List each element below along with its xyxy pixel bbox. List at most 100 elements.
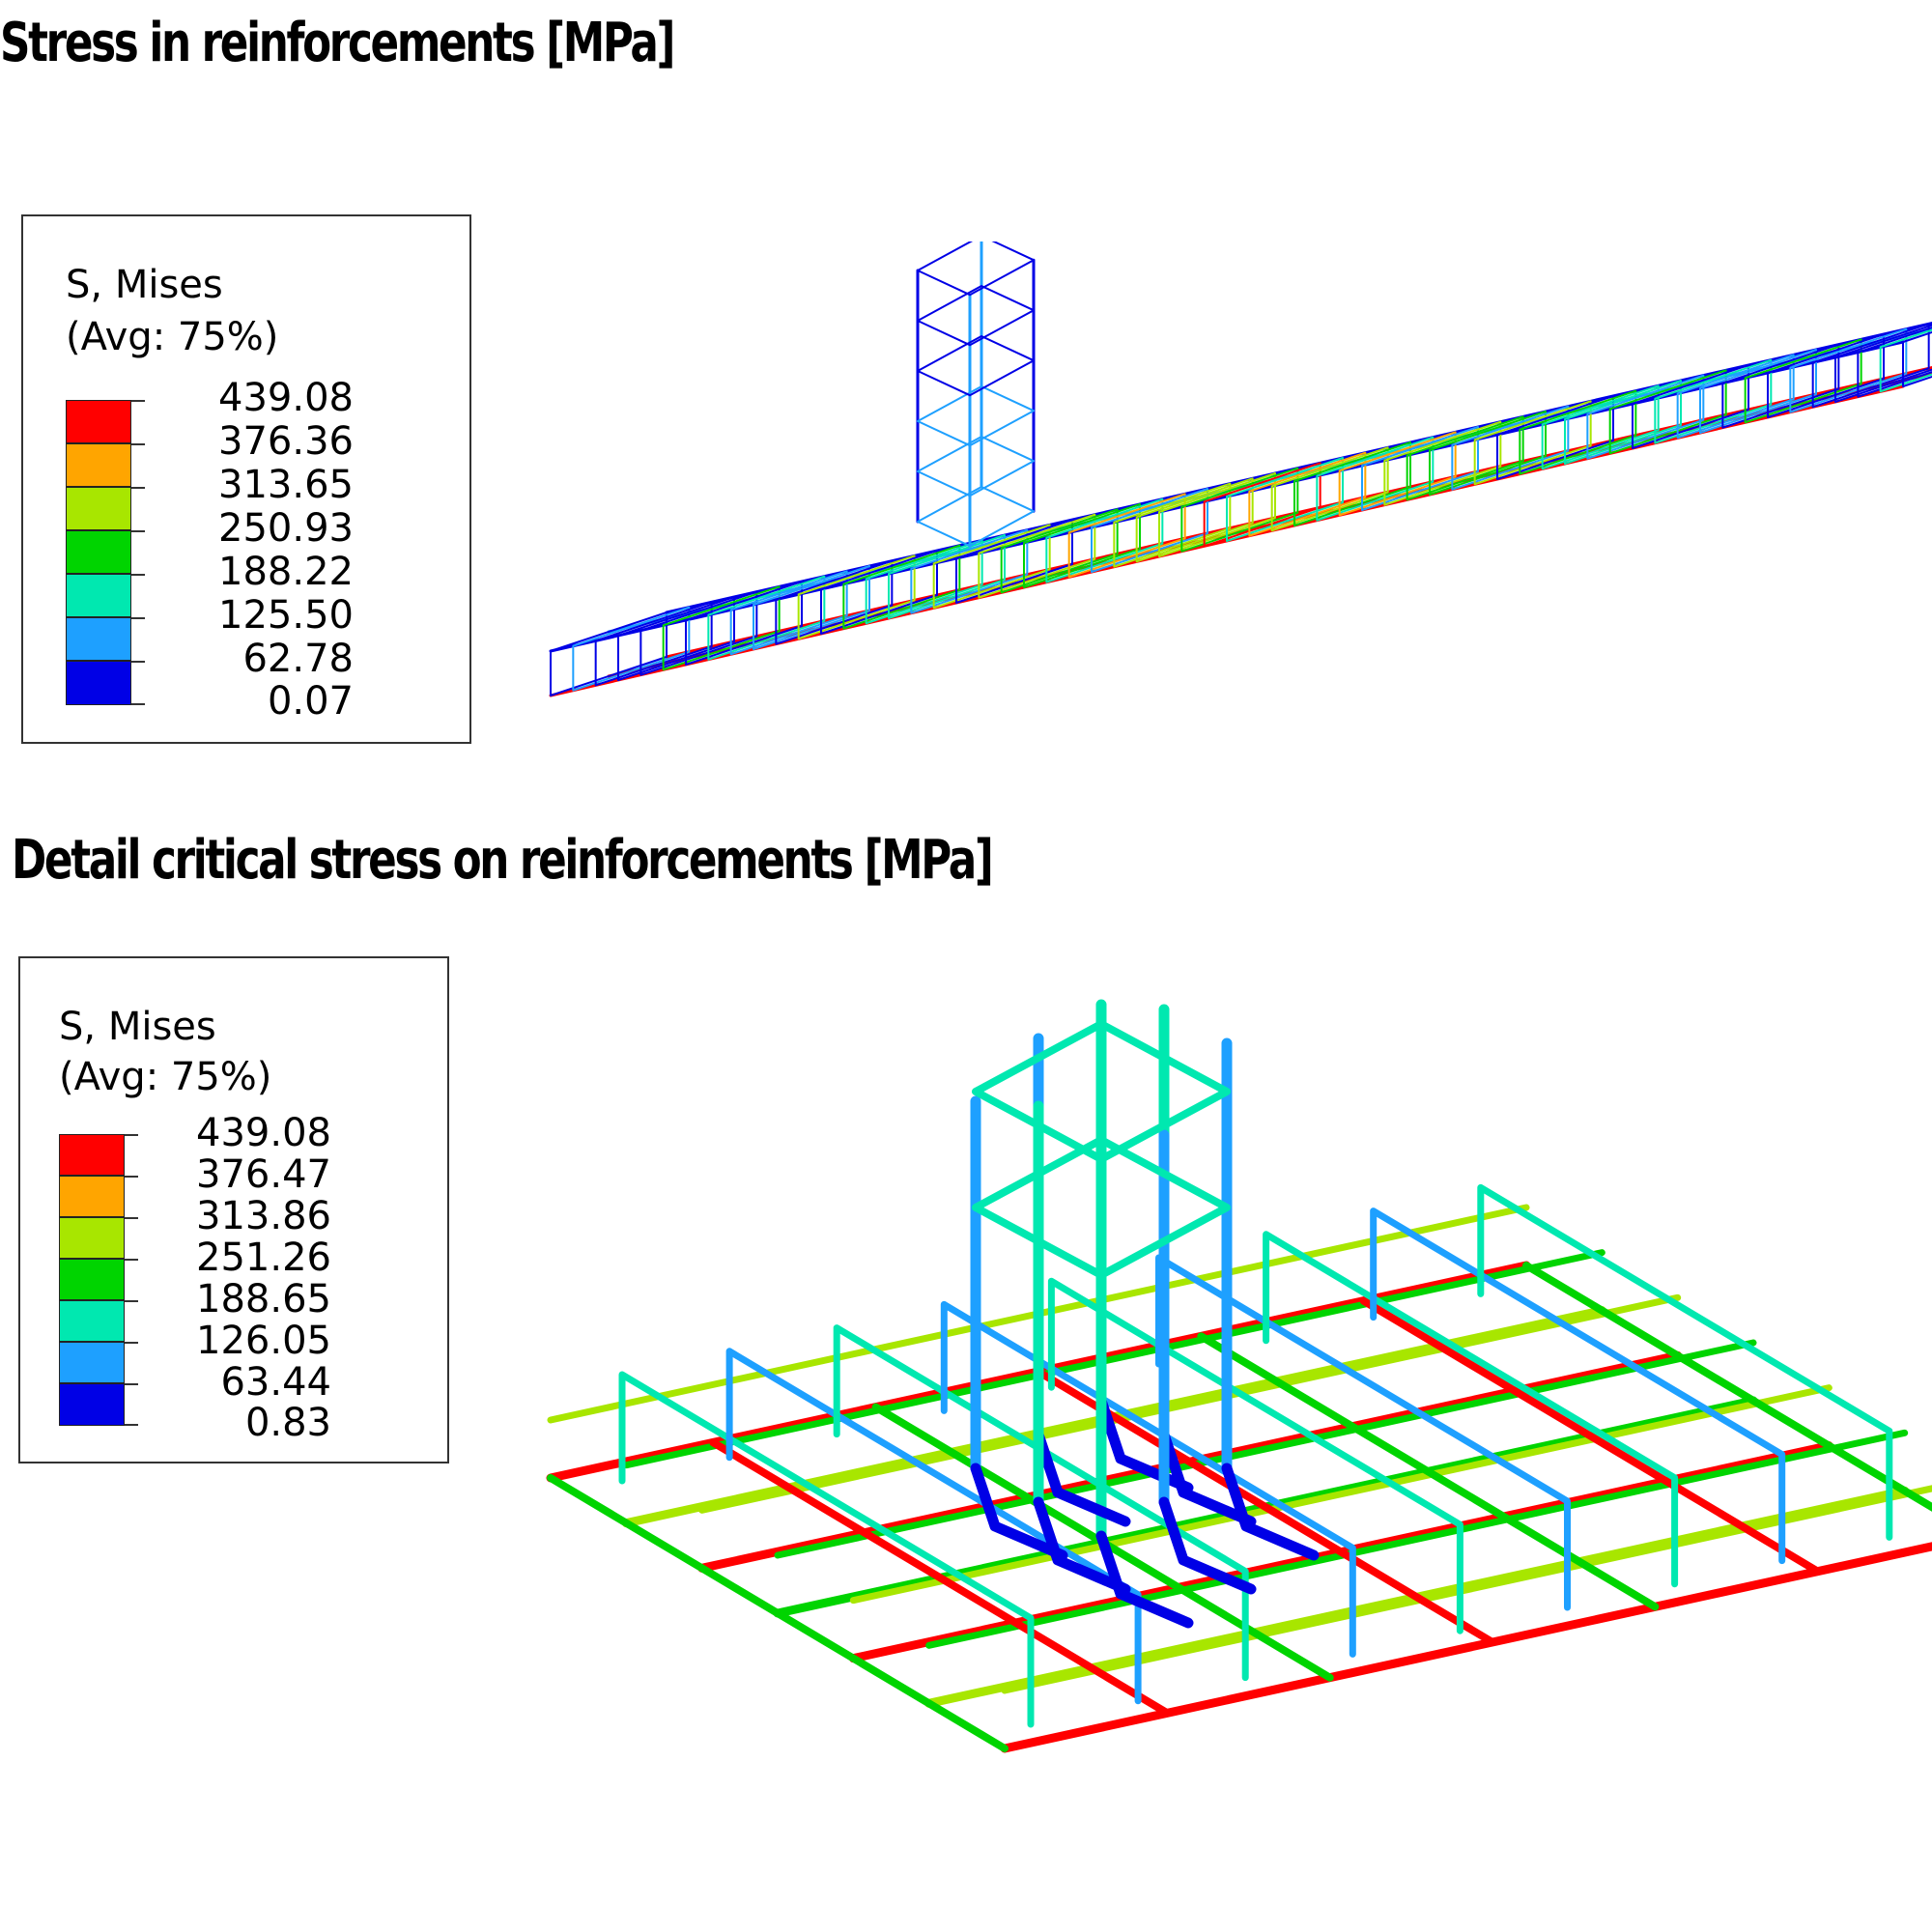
legend-averging: (Avg: 75%) — [59, 1055, 272, 1099]
stirrup — [1834, 324, 1932, 403]
stirrup — [1699, 349, 1817, 434]
stirrup — [1293, 441, 1411, 526]
stirrup — [1113, 482, 1232, 568]
stirrup — [729, 570, 848, 656]
legend-tick — [131, 487, 145, 489]
stirrup — [1045, 497, 1164, 583]
starter-bar-hook — [1033, 1496, 1131, 1595]
stirrup — [1721, 343, 1840, 429]
mesh-bar-top — [925, 1429, 1909, 1649]
stirrup — [1023, 503, 1141, 588]
stirrup — [1338, 431, 1457, 517]
rebar-cage-detail — [546, 999, 1932, 1753]
stirrup — [1429, 411, 1547, 496]
stirrup — [1744, 338, 1862, 424]
legend-tick — [131, 400, 145, 402]
column-tie — [917, 335, 1035, 397]
footing-stirrup — [1047, 1277, 1463, 1634]
legend-tick — [131, 443, 145, 445]
legend-value: 0.07 — [267, 679, 354, 724]
legend-tick — [125, 1424, 138, 1426]
stirrup — [1406, 415, 1524, 501]
stirrup — [1586, 374, 1705, 460]
legend-value: 250.93 — [218, 506, 354, 551]
stirrup — [1789, 327, 1908, 413]
mesh-bar — [1359, 1296, 1822, 1576]
stirrup — [639, 590, 758, 676]
stirrups — [550, 323, 1932, 696]
stirrup — [1203, 462, 1321, 548]
stirrup — [1541, 384, 1660, 470]
column-tie — [917, 486, 1035, 548]
stirrup — [1158, 472, 1276, 557]
stirrup — [685, 581, 803, 666]
stirrup — [1654, 358, 1773, 444]
color-band-orange — [59, 1176, 125, 1217]
legend-tick — [125, 1217, 138, 1219]
legend-overall: S, Mises (Avg: 75%) 439.08 376.36 313.65… — [21, 214, 471, 744]
starter-bar-hook — [1158, 1429, 1257, 1527]
legend-tick — [131, 530, 145, 532]
mesh-bar-top — [849, 1384, 1833, 1605]
color-band-green — [66, 530, 131, 574]
mesh-bar-top — [1001, 1485, 1932, 1694]
column-cage — [916, 242, 1036, 548]
color-band-lightblue — [66, 617, 131, 661]
stirrup — [842, 544, 961, 630]
color-band-yellowgreen — [59, 1217, 125, 1259]
stirrup — [1226, 457, 1344, 542]
stirrup — [662, 585, 781, 671]
stirrup — [1857, 327, 1932, 398]
footing-stirrup — [1263, 1231, 1679, 1588]
stirrup — [572, 606, 691, 692]
legend-title: S, Mises — [59, 1005, 216, 1049]
stirrup — [1767, 333, 1885, 418]
footing-mesh-bars — [546, 1204, 1932, 1753]
stirrup — [955, 519, 1073, 604]
legend-tick — [131, 617, 145, 619]
stirrup — [753, 565, 870, 650]
legend-value: 125.50 — [218, 593, 354, 638]
legend-value: 63.44 — [220, 1360, 331, 1405]
color-band-blue — [66, 661, 131, 705]
color-band-orange — [66, 443, 131, 487]
column-tie — [917, 385, 1035, 447]
mesh-bar — [1522, 1262, 1932, 1512]
color-band-red — [59, 1134, 125, 1176]
starter-bar-hook — [1095, 1530, 1194, 1629]
stirrup — [910, 528, 1029, 614]
legend-value: 0.83 — [244, 1401, 331, 1445]
column-starter-bars — [970, 999, 1320, 1629]
legend-tick — [125, 1134, 138, 1136]
mesh-bar — [1197, 1332, 1660, 1611]
legend-tick — [131, 661, 145, 663]
stirrup — [1879, 328, 1932, 393]
stirrup — [617, 596, 735, 681]
footing-stirrup — [1477, 1183, 1893, 1541]
legend-tick — [125, 1342, 138, 1344]
column-tie — [972, 1020, 1231, 1163]
stirrup — [594, 601, 713, 687]
legend-value: 439.08 — [196, 1111, 331, 1155]
legend-averaging: (Avg: 75%) — [66, 315, 279, 359]
legend-value: 439.08 — [218, 376, 354, 420]
page-title-detail: Detail critical stress on reinforcements… — [12, 829, 994, 892]
page-title-overall: Stress in reinforcements [MPa] — [0, 12, 675, 74]
color-band-lightblue — [59, 1342, 125, 1383]
legend-tick — [131, 703, 145, 705]
longitudinal-bars — [549, 322, 1932, 697]
stirrup — [1811, 323, 1930, 409]
stirrup — [932, 524, 1051, 610]
stirrup — [1180, 467, 1299, 553]
color-band-green — [59, 1259, 125, 1300]
legend-value: 188.65 — [196, 1277, 331, 1321]
stirrup — [1902, 330, 1932, 387]
legend-detail: S, Mises (Avg: 75%) 439.08 376.47 313.86… — [18, 956, 449, 1463]
footing-stirrup — [1370, 1208, 1786, 1565]
stirrup — [1519, 389, 1637, 475]
color-bar — [66, 400, 131, 705]
footing-stirrup — [618, 1371, 1035, 1728]
stirrup — [1000, 508, 1119, 594]
footing-stirrup — [725, 1348, 1142, 1705]
column-tie — [917, 285, 1035, 347]
